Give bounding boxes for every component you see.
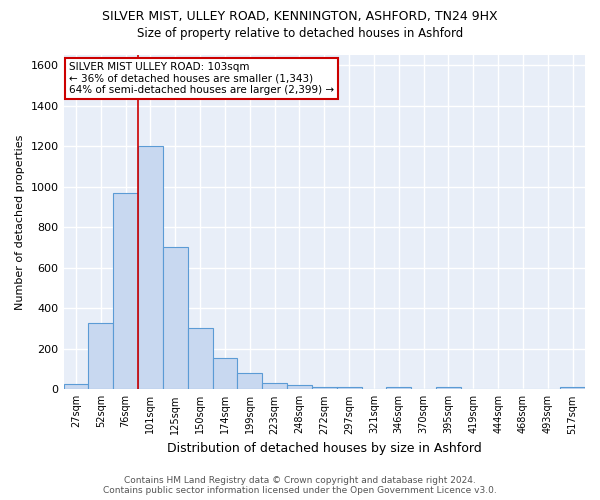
X-axis label: Distribution of detached houses by size in Ashford: Distribution of detached houses by size … <box>167 442 482 455</box>
Text: Size of property relative to detached houses in Ashford: Size of property relative to detached ho… <box>137 28 463 40</box>
Bar <box>262 383 287 390</box>
Bar <box>312 387 337 390</box>
Bar <box>138 146 163 390</box>
Bar <box>386 387 411 390</box>
Text: SILVER MIST, ULLEY ROAD, KENNINGTON, ASHFORD, TN24 9HX: SILVER MIST, ULLEY ROAD, KENNINGTON, ASH… <box>102 10 498 23</box>
Bar <box>188 328 212 390</box>
Bar <box>88 324 113 390</box>
Y-axis label: Number of detached properties: Number of detached properties <box>15 134 25 310</box>
Bar <box>337 387 362 390</box>
Text: SILVER MIST ULLEY ROAD: 103sqm
← 36% of detached houses are smaller (1,343)
64% : SILVER MIST ULLEY ROAD: 103sqm ← 36% of … <box>69 62 334 95</box>
Bar <box>436 387 461 390</box>
Bar <box>113 193 138 390</box>
Bar <box>163 248 188 390</box>
Bar <box>64 384 88 390</box>
Text: Contains HM Land Registry data © Crown copyright and database right 2024.
Contai: Contains HM Land Registry data © Crown c… <box>103 476 497 495</box>
Bar <box>560 387 585 390</box>
Bar <box>287 386 312 390</box>
Bar <box>238 373 262 390</box>
Bar <box>212 358 238 390</box>
